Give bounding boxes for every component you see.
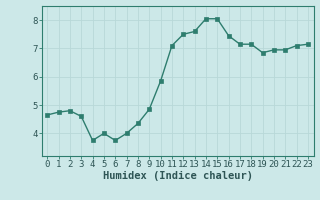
X-axis label: Humidex (Indice chaleur): Humidex (Indice chaleur): [103, 171, 252, 181]
